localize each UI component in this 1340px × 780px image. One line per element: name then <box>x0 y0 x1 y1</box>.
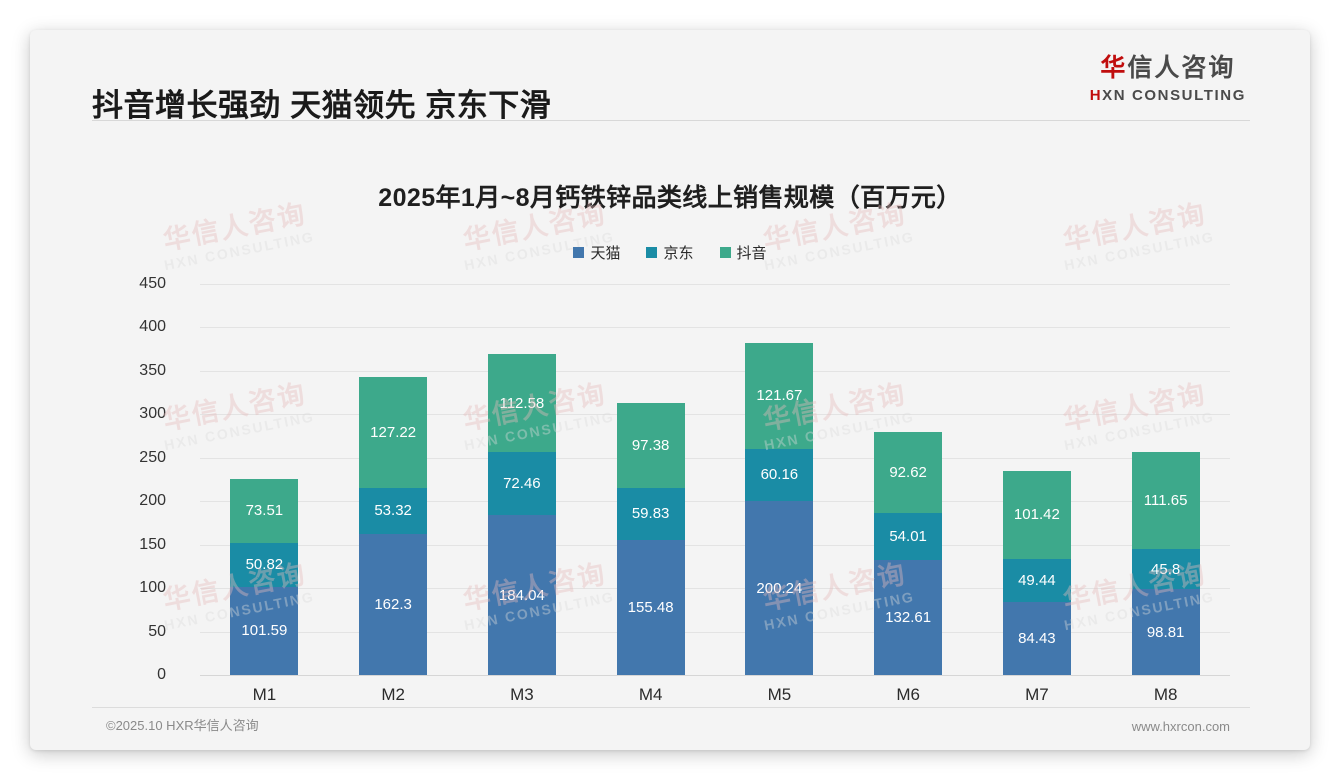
bar-segment-抖音[interactable]: 112.58 <box>487 354 556 453</box>
bar-segment-京东[interactable]: 72.46 <box>487 452 556 516</box>
bar-segment-天猫[interactable]: 155.48 <box>616 539 685 675</box>
bar-segment-京东[interactable]: 45.8 <box>1131 549 1200 590</box>
footer-website[interactable]: www.hxrcon.com <box>1131 719 1230 734</box>
gridline <box>200 675 1230 676</box>
legend-item-京东[interactable]: 京东 <box>646 242 694 263</box>
y-axis-tick-label: 100 <box>139 579 166 597</box>
x-axis-tick-label: M1 <box>252 685 277 704</box>
chart-title: 2025年1月~8月钙铁锌品类线上销售规模（百万元） <box>378 184 962 212</box>
y-axis-tick-label: 50 <box>148 622 166 640</box>
bar-segment-天猫[interactable]: 200.24 <box>745 501 814 675</box>
footer-copyright: ©2025.10 HXR华信人咨询 <box>106 718 259 733</box>
chart-plot-area: 0 50 100 150 200 250 300 350 400 450 73.51 50.82 10… <box>92 270 1250 710</box>
bar-segment-天猫[interactable]: 184.04 <box>487 515 556 675</box>
x-axis-tick-label: M6 <box>896 685 920 704</box>
bar-segment-抖音[interactable]: 111.65 <box>1131 452 1200 550</box>
bar-segment-抖音[interactable]: 92.62 <box>874 432 943 513</box>
y-axis-tick-label: 250 <box>139 448 166 466</box>
y-axis-tick-label: 0 <box>157 666 166 683</box>
gridline <box>200 414 1230 416</box>
y-axis-tick-label: 400 <box>139 318 166 336</box>
x-axis-tick-label: M3 <box>510 685 534 704</box>
bar-segment-京东[interactable]: 54.01 <box>874 512 943 560</box>
chart-legend: 天猫 京东 抖音 <box>30 242 1310 263</box>
bar-segment-抖音[interactable]: 73.51 <box>230 478 299 543</box>
legend-label: 天猫 <box>590 245 621 262</box>
bar-series-container: 73.51 50.82 101.59 M1 127.22 53.32 162.3 M2 112.… <box>200 284 1230 704</box>
x-axis-tick-label: M5 <box>767 685 792 704</box>
logo-en-first-char: H <box>1089 87 1103 104</box>
logo-chinese-text: 华信人咨询 <box>1090 56 1246 81</box>
grid-area: 0 50 100 150 200 250 300 350 400 450 73.51 50.82 10… <box>139 275 1230 704</box>
bar-segment-京东[interactable]: 60.16 <box>745 448 814 502</box>
bar-segment-京东[interactable]: 53.32 <box>359 487 428 534</box>
gridline <box>200 544 1230 546</box>
slide-header: 抖音增长强劲 天猫领先 京东下滑 华信人咨询 HXN CONSULTING <box>30 30 1310 123</box>
y-axis-tick-label: 450 <box>139 275 166 292</box>
bar-group-M1[interactable]: 73.51 50.82 101.59 M1 <box>230 284 299 704</box>
logo-cn-first-char: 华 <box>1100 54 1128 82</box>
header-divider <box>92 120 1250 121</box>
x-axis-tick-label: M8 <box>1153 685 1178 704</box>
bar-segment-天猫[interactable]: 101.59 <box>230 586 299 675</box>
gridline <box>200 457 1230 459</box>
y-axis-tick-label: 300 <box>139 405 166 423</box>
y-axis-tick-label: 200 <box>139 492 166 510</box>
gridline <box>200 588 1230 590</box>
x-axis-tick-label: M2 <box>381 685 405 704</box>
bar-segment-天猫[interactable]: 162.3 <box>359 533 428 675</box>
x-axis-tick-label: M7 <box>1025 685 1049 704</box>
bar-group-M2[interactable]: 127.22 53.32 162.3 M2 <box>359 284 428 704</box>
bar-segment-抖音[interactable]: 101.42 <box>1002 470 1071 559</box>
bar-segment-京东[interactable]: 50.82 <box>230 542 299 587</box>
legend-swatch-icon <box>573 247 585 258</box>
bar-group-M6[interactable]: 92.62 54.01 132.61 M6 <box>874 284 943 704</box>
gridline <box>200 631 1230 633</box>
legend-swatch-icon <box>719 247 731 258</box>
legend-item-天猫[interactable]: 天猫 <box>573 242 620 263</box>
bar-group-M7[interactable]: 101.42 49.44 84.43 M7 <box>1002 284 1071 704</box>
bar-segment-天猫[interactable]: 84.43 <box>1002 601 1071 675</box>
logo-en-rest: XN CONSULTING <box>1102 87 1246 104</box>
y-axis-tick-label: 150 <box>139 535 166 553</box>
gridline <box>200 501 1230 503</box>
legend-label: 抖音 <box>736 245 767 262</box>
gridline <box>200 327 1230 329</box>
bar-group-M8[interactable]: 111.65 45.8 98.81 M8 <box>1131 284 1200 704</box>
company-logo: 华信人咨询 HXN CONSULTING <box>1090 56 1246 104</box>
legend-swatch-icon <box>646 247 658 258</box>
bar-group-M5[interactable]: 121.67 60.16 200.24 M5 <box>745 284 814 704</box>
logo-english-text: HXN CONSULTING <box>1090 88 1246 103</box>
footer-divider <box>92 707 1250 708</box>
logo-cn-rest: 信人咨询 <box>1127 54 1236 82</box>
bar-segment-抖音[interactable]: 121.67 <box>745 343 814 449</box>
legend-item-抖音[interactable]: 抖音 <box>719 242 767 263</box>
legend-label: 京东 <box>663 245 694 262</box>
gridline <box>200 370 1230 372</box>
bar-segment-京东[interactable]: 59.83 <box>616 487 685 540</box>
x-axis-tick-label: M4 <box>638 685 663 704</box>
slide-card: 华信人咨询 HXN CONSULTING 华信人咨询 HXN CONSULTING 华信… <box>30 30 1310 750</box>
gridline <box>200 284 1230 285</box>
bar-group-M4[interactable]: 97.38 59.83 155.48 M4 <box>616 284 685 704</box>
bar-segment-天猫[interactable]: 132.61 <box>874 559 943 675</box>
y-axis-tick-label: 350 <box>139 361 166 379</box>
page-title: 抖音增长强劲 天猫领先 京东下滑 <box>92 88 552 123</box>
bar-segment-抖音[interactable]: 97.38 <box>616 403 685 488</box>
bar-group-M3[interactable]: 112.58 72.46 184.04 M3 <box>487 284 556 704</box>
bar-segment-京东[interactable]: 49.44 <box>1002 558 1071 602</box>
bar-segment-天猫[interactable]: 98.81 <box>1131 589 1200 675</box>
bar-segment-抖音[interactable]: 127.22 <box>359 377 428 488</box>
